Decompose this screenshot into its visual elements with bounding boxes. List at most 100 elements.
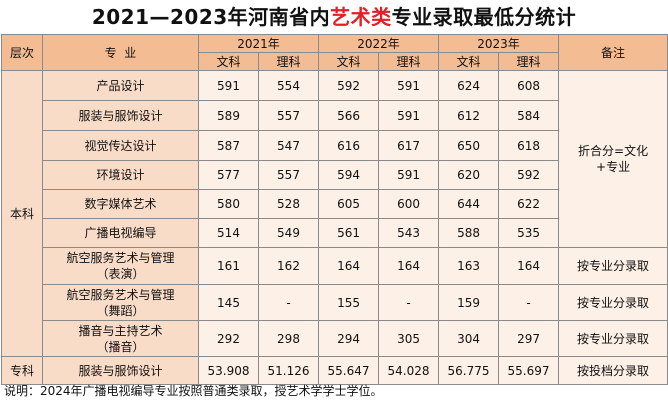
header-like: 理科 (378, 52, 440, 71)
score-cell: 591 (378, 70, 440, 101)
score-cell: 557 (257, 100, 320, 131)
header-major: 专 业 (42, 34, 199, 71)
score-cell: - (498, 284, 560, 321)
score-cell: 292 (198, 320, 259, 357)
score-cell: 592 (318, 70, 380, 101)
header-row-subjects: 文科 理科 文科 理科 文科 理科 (2, 52, 668, 71)
score-cell: 591 (378, 100, 440, 131)
header-wenke: 文科 (438, 52, 500, 71)
note-cell: 按专业分录取 (558, 284, 668, 321)
score-cell: 164 (498, 247, 560, 285)
score-cell: 622 (498, 189, 560, 219)
score-cell: - (378, 284, 440, 321)
score-cell: 304 (438, 320, 500, 357)
major-cell: 产品设计 (42, 70, 199, 101)
score-cell: 588 (438, 218, 500, 248)
table-row: 服装与服饰设计 589 557 566 591 612 584 (2, 100, 668, 131)
score-cell: 612 (438, 100, 500, 131)
score-cell: 566 (318, 100, 380, 131)
score-cell: 594 (318, 160, 380, 190)
major-cell: 航空服务艺术与管理 （舞蹈） (42, 284, 199, 321)
score-cell: 554 (257, 70, 320, 101)
footnote: 说明：2024年广播电视编导专业按照普通类录取，授艺术学学士学位。 (4, 384, 383, 398)
score-cell: 561 (318, 218, 380, 248)
note-cell: 按专业分录取 (558, 320, 668, 357)
score-cell: 297 (498, 320, 560, 357)
score-cell: 620 (438, 160, 500, 190)
score-cell: 608 (498, 70, 560, 101)
note-cell-composite: 折合分=文化+专业 (558, 70, 668, 248)
table-row: 航空服务艺术与管理 （表演） 161 162 164 164 163 164 按… (2, 247, 668, 285)
score-cell: 644 (438, 189, 500, 219)
major-cell: 航空服务艺术与管理 （表演） (42, 247, 199, 285)
score-cell: 535 (498, 218, 560, 248)
score-cell: 591 (198, 70, 259, 101)
score-table: 层次 专 业 2021年 2022年 2023年 备注 文科 理科 文科 理科 … (1, 34, 668, 385)
header-level: 层次 (1, 34, 43, 71)
table-row: 环境设计 577 557 594 591 620 592 (2, 160, 668, 190)
score-cell: 155 (318, 284, 380, 321)
score-cell: 617 (378, 130, 440, 161)
header-wenke: 文科 (198, 52, 259, 71)
score-cell: 616 (318, 130, 380, 161)
level-cell-junior: 专科 (1, 356, 43, 385)
score-cell: 591 (378, 160, 440, 190)
score-cell: 161 (198, 247, 259, 285)
score-cell: 605 (318, 189, 380, 219)
score-cell: 159 (438, 284, 500, 321)
score-cell: 557 (257, 160, 320, 190)
score-cell: 650 (438, 130, 500, 161)
score-cell: 543 (378, 218, 440, 248)
score-cell: 53.908 (198, 356, 259, 385)
score-cell: 51.126 (257, 356, 320, 385)
score-cell: - (257, 284, 320, 321)
score-cell: 549 (257, 218, 320, 248)
level-cell-undergrad: 本科 (1, 70, 43, 357)
header-year-2023: 2023年 (438, 34, 560, 53)
major-cell: 广播电视编导 (42, 218, 199, 248)
page-title: 2021—2023年河南省内艺术类专业录取最低分统计 (0, 0, 668, 35)
note-cell: 按投档分录取 (558, 356, 668, 385)
score-cell: 54.028 (378, 356, 440, 385)
major-cell: 环境设计 (42, 160, 199, 190)
score-cell: 624 (438, 70, 500, 101)
title-suffix: 专业录取最低分统计 (391, 5, 577, 29)
score-cell: 600 (378, 189, 440, 219)
header-row-years: 层次 专 业 2021年 2022年 2023年 备注 (1, 34, 668, 71)
score-cell: 547 (257, 130, 320, 161)
header-wenke: 文科 (318, 52, 380, 71)
table-row: 数字媒体艺术 580 528 605 600 644 622 (2, 189, 668, 219)
score-cell: 305 (378, 320, 440, 357)
table-row: 广播电视编导 514 549 561 543 588 535 (2, 218, 668, 248)
note-cell: 按专业分录取 (558, 247, 668, 285)
score-cell: 164 (318, 247, 380, 285)
header-like: 理科 (257, 52, 320, 71)
score-cell: 618 (498, 130, 560, 161)
score-cell: 589 (198, 100, 259, 131)
table-row: 播音与主持艺术 （播音） 292 298 294 305 304 297 按专业… (2, 320, 668, 357)
title-prefix: 2021—2023年河南省内 (91, 5, 331, 29)
header-year-2022: 2022年 (318, 34, 440, 53)
score-cell: 587 (198, 130, 259, 161)
score-cell: 162 (257, 247, 320, 285)
header-note: 备注 (558, 34, 668, 71)
score-cell: 163 (438, 247, 500, 285)
table-row: 专科 服装与服饰设计 53.908 51.126 55.647 54.028 5… (1, 356, 668, 385)
score-cell: 56.775 (438, 356, 500, 385)
score-cell: 294 (318, 320, 380, 357)
header-like: 理科 (498, 52, 560, 71)
score-cell: 55.647 (318, 356, 380, 385)
major-cell: 播音与主持艺术 （播音） (42, 320, 199, 357)
major-cell: 视觉传达设计 (42, 130, 199, 161)
table-row: 视觉传达设计 587 547 616 617 650 618 (2, 130, 668, 161)
score-cell: 592 (498, 160, 560, 190)
score-cell: 584 (498, 100, 560, 131)
score-cell: 55.697 (498, 356, 560, 385)
table-row: 航空服务艺术与管理 （舞蹈） 145 - 155 - 159 - 按专业分录取 (2, 284, 668, 321)
score-cell: 528 (257, 189, 320, 219)
title-highlight: 艺术类 (330, 5, 392, 29)
major-cell: 数字媒体艺术 (42, 189, 199, 219)
score-cell: 298 (257, 320, 320, 357)
major-cell: 服装与服饰设计 (42, 100, 199, 131)
